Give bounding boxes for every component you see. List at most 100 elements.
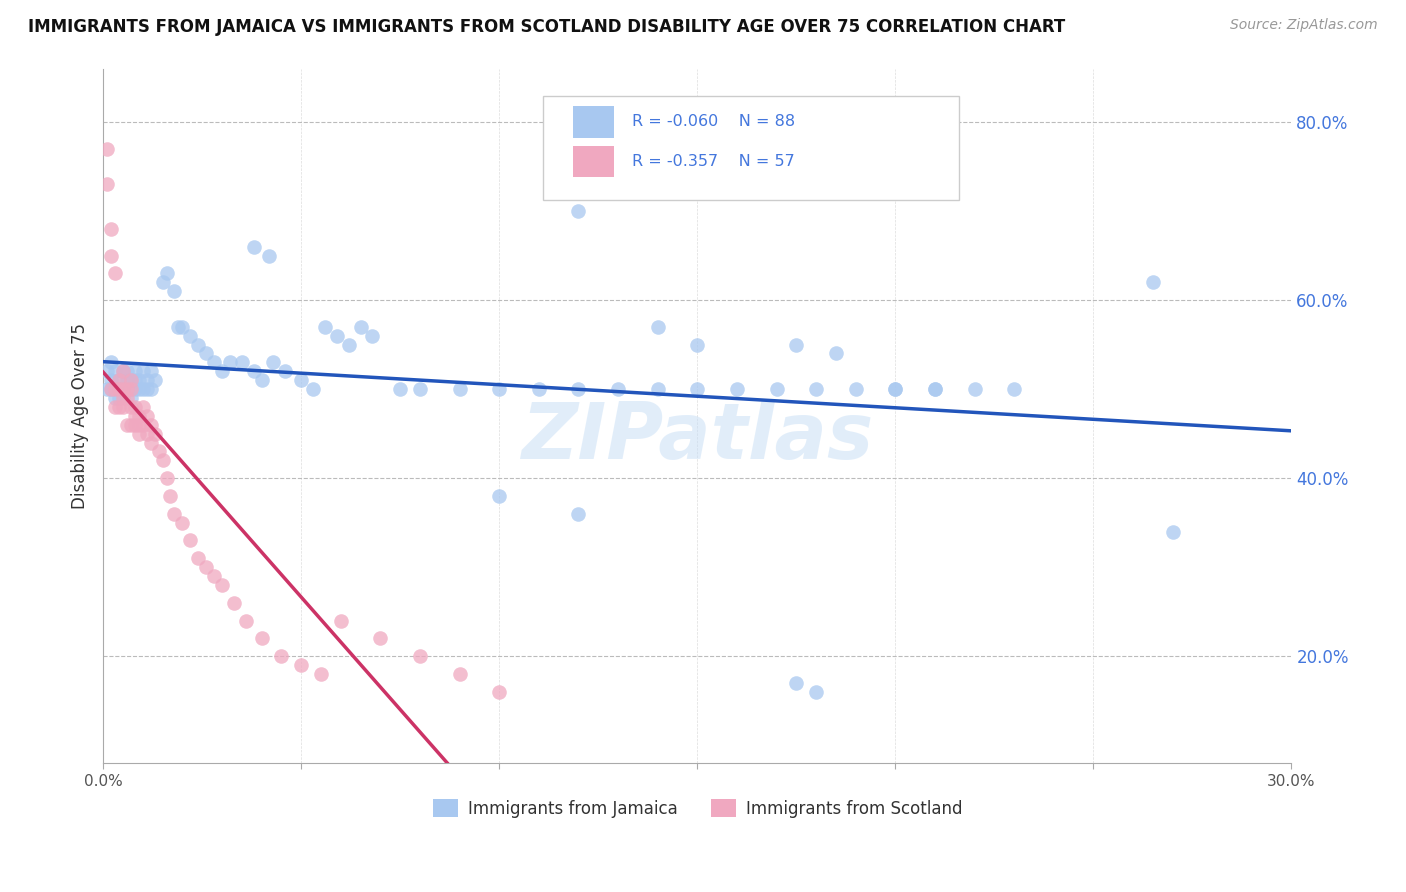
Point xyxy=(259,248,281,262)
Point xyxy=(187,551,209,566)
Y-axis label: Disability Age Over 75: Disability Age Over 75 xyxy=(72,323,89,508)
Point xyxy=(647,319,669,334)
Point xyxy=(120,373,142,387)
Point xyxy=(195,560,218,574)
Point xyxy=(143,426,166,441)
Point xyxy=(337,337,360,351)
Point xyxy=(139,417,162,432)
Point xyxy=(135,382,157,396)
Point xyxy=(242,239,264,253)
Point xyxy=(143,373,166,387)
Point xyxy=(159,489,181,503)
Point xyxy=(211,578,233,592)
Point xyxy=(120,382,142,396)
Point xyxy=(104,364,127,378)
Point xyxy=(111,400,134,414)
Point xyxy=(128,373,150,387)
Point xyxy=(222,596,245,610)
Point xyxy=(139,382,162,396)
Text: Source: ZipAtlas.com: Source: ZipAtlas.com xyxy=(1230,18,1378,32)
Point xyxy=(389,382,412,396)
Point xyxy=(108,391,131,405)
Point xyxy=(111,364,134,378)
Point xyxy=(329,614,352,628)
Point xyxy=(647,382,669,396)
Point xyxy=(128,426,150,441)
Point xyxy=(124,409,146,423)
Point xyxy=(449,382,471,396)
Point xyxy=(195,346,218,360)
Point xyxy=(211,364,233,378)
Point xyxy=(111,382,134,396)
Point xyxy=(100,382,122,396)
Point xyxy=(270,649,292,664)
Point xyxy=(132,417,155,432)
Point xyxy=(108,400,131,414)
Point xyxy=(202,355,225,369)
Point xyxy=(124,382,146,396)
Point xyxy=(111,382,134,396)
Point xyxy=(607,382,630,396)
Point xyxy=(104,382,127,396)
Point xyxy=(963,382,986,396)
Point xyxy=(108,373,131,387)
Point xyxy=(290,373,312,387)
Point xyxy=(163,284,186,298)
Point xyxy=(884,382,907,396)
Point xyxy=(326,328,349,343)
Point xyxy=(361,328,384,343)
Point xyxy=(135,373,157,387)
Point xyxy=(108,382,131,396)
Text: R = -0.357    N = 57: R = -0.357 N = 57 xyxy=(631,154,794,169)
Point xyxy=(302,382,325,396)
Point xyxy=(108,373,131,387)
Point xyxy=(96,142,118,156)
Point xyxy=(100,248,122,262)
Point xyxy=(219,355,242,369)
Point xyxy=(686,382,709,396)
Point xyxy=(409,382,432,396)
Point xyxy=(884,382,907,396)
Point xyxy=(96,178,118,192)
Point xyxy=(128,417,150,432)
Point xyxy=(128,409,150,423)
Point xyxy=(132,400,155,414)
Point xyxy=(111,391,134,405)
Point xyxy=(179,328,201,343)
Point xyxy=(845,382,868,396)
Point xyxy=(120,417,142,432)
Point xyxy=(155,266,177,280)
Bar xyxy=(572,146,614,178)
Point xyxy=(132,382,155,396)
Point xyxy=(139,364,162,378)
Point xyxy=(725,382,748,396)
Point xyxy=(488,685,510,699)
Point xyxy=(250,632,273,646)
Point xyxy=(155,471,177,485)
Point xyxy=(785,337,807,351)
Point xyxy=(370,632,392,646)
Point xyxy=(135,409,157,423)
Point xyxy=(765,382,787,396)
Point xyxy=(825,346,848,360)
Point xyxy=(250,373,273,387)
Point xyxy=(167,319,190,334)
Point xyxy=(924,382,946,396)
Point xyxy=(108,382,131,396)
Point xyxy=(449,667,471,681)
Point xyxy=(120,391,142,405)
Point xyxy=(124,417,146,432)
Text: IMMIGRANTS FROM JAMAICA VS IMMIGRANTS FROM SCOTLAND DISABILITY AGE OVER 75 CORRE: IMMIGRANTS FROM JAMAICA VS IMMIGRANTS FR… xyxy=(28,18,1066,36)
Text: R = -0.060    N = 88: R = -0.060 N = 88 xyxy=(631,114,794,129)
Point xyxy=(128,382,150,396)
Point xyxy=(242,364,264,378)
Point xyxy=(567,507,589,521)
Point xyxy=(115,417,138,432)
Point xyxy=(100,382,122,396)
Point xyxy=(124,364,146,378)
Point xyxy=(163,507,186,521)
Point xyxy=(120,373,142,387)
Bar xyxy=(572,106,614,137)
Point xyxy=(152,453,174,467)
Point xyxy=(139,435,162,450)
